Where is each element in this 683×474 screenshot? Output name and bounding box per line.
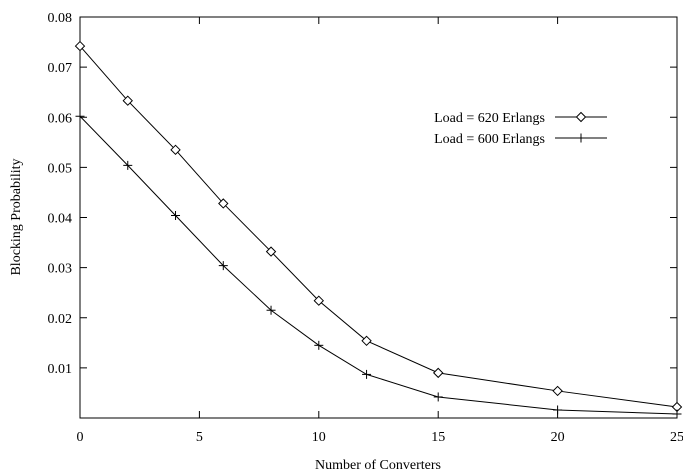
data-point-plus [171,210,181,220]
data-point-plus [314,340,324,350]
legend: Load = 620 Erlangs Load = 600 Erlangs [434,111,607,147]
data-point-diamond [218,198,229,209]
data-point-plus [75,111,85,121]
data-point-plus [672,409,682,419]
legend-item-2: Load = 600 Erlangs [434,132,607,147]
data-point-diamond [432,367,444,379]
series-2 [75,111,682,419]
data-point-diamond [552,385,563,397]
data-point-diamond [575,111,587,123]
x-tick-label: 25 [670,430,683,445]
y-tick-label: 0.01 [48,362,73,377]
x-tick-label: 15 [431,430,445,445]
series-1 [74,40,683,413]
legend-label: Load = 620 Erlangs [434,111,545,126]
axis-tick-labels: 0 5 10 15 20 25 0.01 0.02 0.03 0.04 0.05 0.06 0.07 0.… [48,11,683,445]
data-point-plus [553,405,563,415]
y-tick-label: 0.04 [48,212,73,227]
x-axis-label: Number of Converters [315,458,441,473]
data-point-diamond [74,40,86,52]
series-line [79,45,678,408]
axis-ticks [79,16,678,418]
x-tick-label: 5 [196,430,203,445]
y-tick-label: 0.06 [48,111,73,126]
y-tick-label: 0.08 [48,11,73,26]
series-layer [74,40,683,419]
x-tick-label: 0 [77,430,84,445]
series-line [79,115,678,415]
data-point-plus [123,160,133,170]
data-point-diamond [265,246,277,257]
x-tick-label: 20 [551,430,565,445]
y-tick-label: 0.03 [48,262,73,277]
data-point-plus [433,392,443,402]
x-tick-label: 10 [312,430,326,445]
y-tick-label: 0.02 [48,312,73,327]
data-point-plus [576,133,586,143]
y-axis-label: Blocking Probability [9,158,24,275]
y-tick-label: 0.07 [48,61,73,76]
legend-item-1: Load = 620 Erlangs [434,111,607,126]
data-point-diamond [361,335,372,347]
data-point-diamond [122,95,133,106]
plot-frame [79,16,678,419]
data-point-diamond [313,295,325,306]
data-point-plus [218,261,228,271]
y-tick-label: 0.05 [48,161,73,176]
data-point-diamond [170,144,181,156]
data-point-plus [362,369,372,379]
data-point-plus [266,305,276,315]
legend-label: Load = 600 Erlangs [434,132,545,147]
